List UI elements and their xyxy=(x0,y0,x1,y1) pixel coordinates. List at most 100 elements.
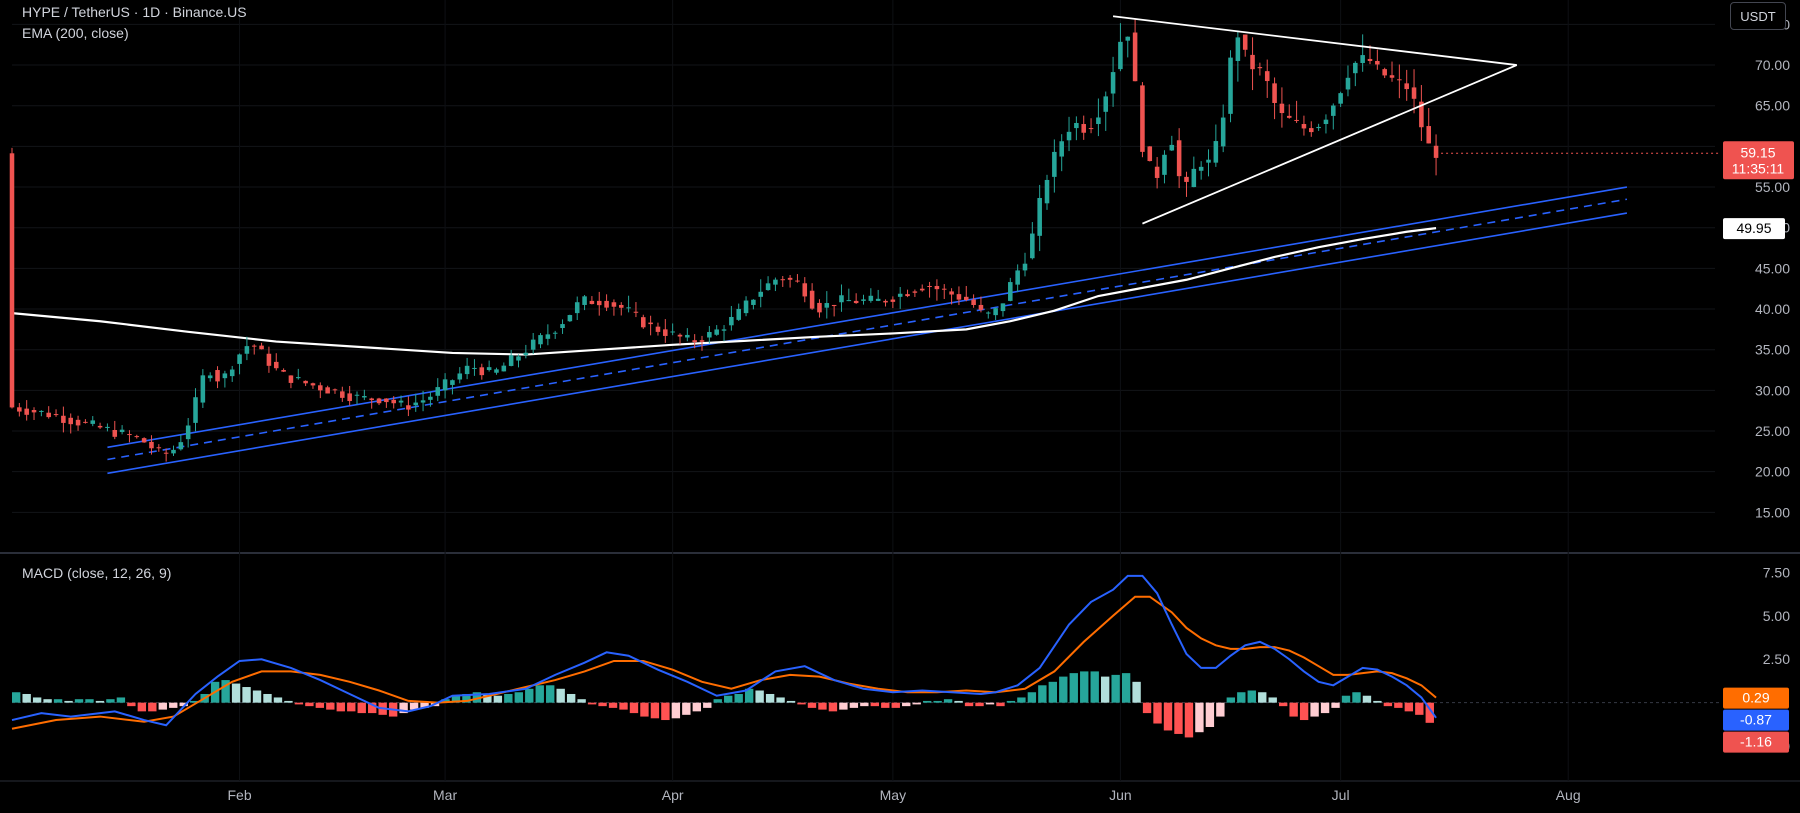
symbol-title[interactable]: HYPE / TetherUS · 1D · Binance.US xyxy=(22,4,247,20)
candle-body[interactable] xyxy=(200,375,206,403)
candle-body[interactable] xyxy=(1008,282,1013,301)
candle-body[interactable] xyxy=(398,400,404,403)
candle-body[interactable] xyxy=(1294,119,1299,121)
candle-body[interactable] xyxy=(156,447,162,449)
candle-body[interactable] xyxy=(178,442,184,450)
candle-body[interactable] xyxy=(83,421,88,423)
candle-body[interactable] xyxy=(428,396,433,400)
candle-body[interactable] xyxy=(604,300,609,308)
candle-body[interactable] xyxy=(1279,103,1285,114)
candle-body[interactable] xyxy=(545,334,551,339)
candle-body[interactable] xyxy=(141,438,147,443)
candle-body[interactable] xyxy=(670,331,675,333)
candle-body[interactable] xyxy=(1000,303,1006,312)
candle-body[interactable] xyxy=(1228,57,1233,114)
candle-body[interactable] xyxy=(1345,77,1351,90)
candle-body[interactable] xyxy=(413,402,419,406)
candle-body[interactable] xyxy=(1382,69,1387,76)
candle-body[interactable] xyxy=(817,302,822,313)
candle-body[interactable] xyxy=(1353,62,1358,74)
candle-body[interactable] xyxy=(251,345,257,347)
candle-body[interactable] xyxy=(1066,131,1072,141)
candle-body[interactable] xyxy=(207,375,213,379)
candle-body[interactable] xyxy=(127,434,132,436)
candle-body[interactable] xyxy=(1154,166,1160,178)
candle-body[interactable] xyxy=(501,365,507,372)
candle-body[interactable] xyxy=(692,340,697,343)
candle-body[interactable] xyxy=(1088,128,1094,130)
candle-body[interactable] xyxy=(1250,54,1255,70)
candle-body[interactable] xyxy=(736,308,741,320)
ema-200-line[interactable] xyxy=(11,227,1437,356)
macd-signal-line[interactable] xyxy=(11,595,1437,730)
candle-body[interactable] xyxy=(1308,128,1314,133)
candle-body[interactable] xyxy=(281,370,286,372)
candle-body[interactable] xyxy=(68,417,73,425)
macd-line[interactable] xyxy=(11,574,1437,727)
candle-body[interactable] xyxy=(450,380,455,385)
candle-body[interactable] xyxy=(765,283,771,291)
candle-body[interactable] xyxy=(237,354,242,364)
candle-body[interactable] xyxy=(163,452,169,454)
candle-body[interactable] xyxy=(1360,55,1365,64)
candle-body[interactable] xyxy=(567,315,573,322)
candle-body[interactable] xyxy=(1286,115,1292,118)
candle-body[interactable] xyxy=(39,410,44,412)
candle-body[interactable] xyxy=(596,300,602,306)
candle-body[interactable] xyxy=(751,299,756,305)
candle-body[interactable] xyxy=(949,291,954,295)
candle-body[interactable] xyxy=(332,389,338,391)
candle-body[interactable] xyxy=(1316,126,1321,129)
candle-body[interactable] xyxy=(516,356,521,361)
candle-body[interactable] xyxy=(1022,263,1028,271)
candle-body[interactable] xyxy=(905,294,910,297)
candle-body[interactable] xyxy=(442,379,448,391)
candle-body[interactable] xyxy=(193,397,198,423)
candle-body[interactable] xyxy=(244,346,250,354)
candle-body[interactable] xyxy=(303,380,308,384)
candle-body[interactable] xyxy=(134,436,140,438)
candle-body[interactable] xyxy=(1184,176,1189,182)
candle-body[interactable] xyxy=(941,288,947,290)
candle-body[interactable] xyxy=(1411,87,1417,99)
candle-body[interactable] xyxy=(24,408,29,415)
candle-body[interactable] xyxy=(435,387,441,396)
candle-body[interactable] xyxy=(1367,58,1373,61)
candle-body[interactable] xyxy=(486,367,492,371)
candle-body[interactable] xyxy=(897,293,903,297)
candle-body[interactable] xyxy=(963,296,969,300)
candle-body[interactable] xyxy=(112,429,118,437)
candle-body[interactable] xyxy=(1059,141,1064,157)
candle-body[interactable] xyxy=(795,280,800,282)
candle-body[interactable] xyxy=(406,405,411,410)
candle-body[interactable] xyxy=(105,426,110,428)
channel-lower-line[interactable] xyxy=(107,212,1628,475)
candle-body[interactable] xyxy=(523,352,529,356)
candle-body[interactable] xyxy=(773,279,778,285)
triangle-upper-line[interactable] xyxy=(1112,15,1517,66)
candle-body[interactable] xyxy=(171,449,176,454)
candle-body[interactable] xyxy=(472,367,477,369)
ema-indicator-label[interactable]: EMA (200, close) xyxy=(22,25,129,41)
candle-body[interactable] xyxy=(919,288,925,291)
candle-body[interactable] xyxy=(384,398,389,403)
candle-body[interactable] xyxy=(1176,140,1182,177)
candle-body[interactable] xyxy=(663,329,668,336)
candle-body[interactable] xyxy=(362,396,367,398)
candle-body[interactable] xyxy=(325,387,330,394)
candle-body[interactable] xyxy=(1264,71,1270,82)
candle-body[interactable] xyxy=(1397,79,1402,81)
currency-button[interactable]: USDT xyxy=(1730,2,1786,30)
candle-body[interactable] xyxy=(1323,119,1329,125)
candle-body[interactable] xyxy=(75,419,81,426)
candle-body[interactable] xyxy=(1272,83,1277,103)
candle-body[interactable] xyxy=(978,304,984,310)
candle-body[interactable] xyxy=(1110,72,1116,94)
candle-body[interactable] xyxy=(890,299,896,302)
candle-body[interactable] xyxy=(479,367,485,376)
candle-body[interactable] xyxy=(1081,124,1086,133)
candle-body[interactable] xyxy=(1404,83,1409,90)
candle-body[interactable] xyxy=(1206,159,1211,163)
candle-body[interactable] xyxy=(589,300,595,305)
